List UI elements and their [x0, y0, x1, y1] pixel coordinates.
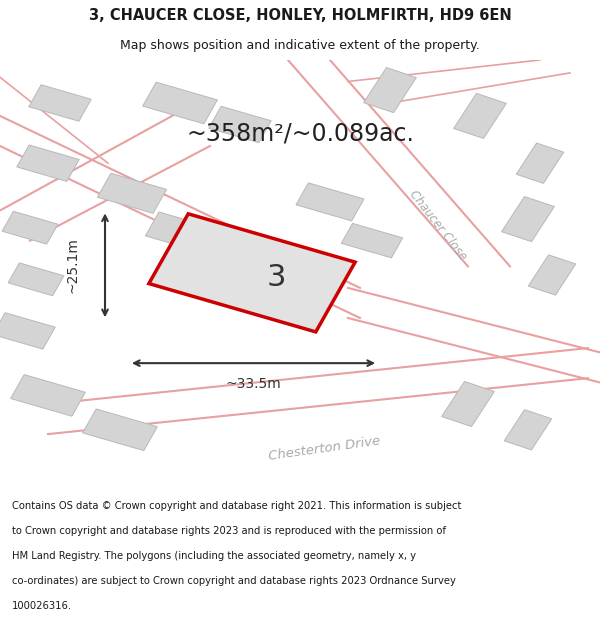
Polygon shape [341, 223, 403, 258]
Polygon shape [528, 255, 576, 295]
Text: ~33.5m: ~33.5m [226, 377, 281, 391]
Polygon shape [97, 173, 167, 213]
Polygon shape [454, 93, 506, 138]
Polygon shape [209, 106, 271, 142]
Polygon shape [504, 409, 552, 450]
Text: Map shows position and indicative extent of the property.: Map shows position and indicative extent… [120, 39, 480, 51]
Polygon shape [11, 374, 85, 416]
Text: ~358m²/~0.089ac.: ~358m²/~0.089ac. [186, 121, 414, 145]
Text: co-ordinates) are subject to Crown copyright and database rights 2023 Ordnance S: co-ordinates) are subject to Crown copyr… [12, 576, 456, 586]
Polygon shape [83, 409, 157, 451]
Text: Contains OS data © Crown copyright and database right 2021. This information is : Contains OS data © Crown copyright and d… [12, 501, 461, 511]
Polygon shape [145, 212, 215, 252]
Polygon shape [8, 263, 64, 296]
Polygon shape [29, 85, 91, 121]
Polygon shape [442, 381, 494, 426]
Text: to Crown copyright and database rights 2023 and is reproduced with the permissio: to Crown copyright and database rights 2… [12, 526, 446, 536]
Polygon shape [296, 183, 364, 221]
Polygon shape [149, 214, 355, 332]
Polygon shape [17, 145, 79, 181]
Polygon shape [364, 68, 416, 112]
Text: 100026316.: 100026316. [12, 601, 72, 611]
Polygon shape [2, 211, 58, 244]
Polygon shape [143, 82, 217, 124]
Text: ~25.1m: ~25.1m [65, 238, 79, 293]
Text: HM Land Registry. The polygons (including the associated geometry, namely x, y: HM Land Registry. The polygons (includin… [12, 551, 416, 561]
Text: 3: 3 [266, 262, 286, 292]
Text: Chaucer Close: Chaucer Close [407, 188, 469, 263]
Text: 3, CHAUCER CLOSE, HONLEY, HOLMFIRTH, HD9 6EN: 3, CHAUCER CLOSE, HONLEY, HOLMFIRTH, HD9… [89, 8, 511, 22]
Polygon shape [502, 197, 554, 242]
Polygon shape [0, 312, 55, 349]
Text: Chesterton Drive: Chesterton Drive [267, 435, 381, 464]
Polygon shape [516, 143, 564, 183]
